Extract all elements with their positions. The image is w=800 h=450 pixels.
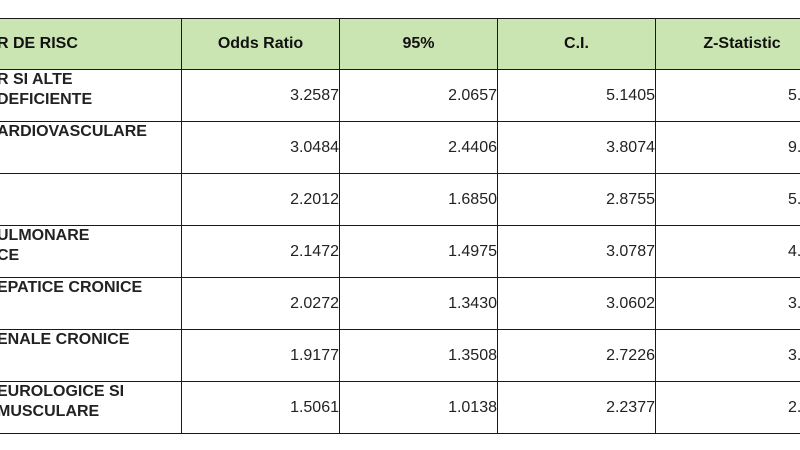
header-odds-ratio: Odds Ratio — [181, 18, 340, 70]
ci-upper-cell: 3.8074 — [497, 121, 656, 174]
header-z-statistic: Z-Statistic — [655, 18, 800, 70]
z-statistic-cell: 4.156 — [655, 225, 800, 278]
risk-factor-cell: ARDIOVASCULARE — [0, 121, 182, 174]
z-statistic-cell: 5.079 — [655, 69, 800, 122]
ci-lower-cell: 2.4406 — [339, 121, 498, 174]
z-statistic-cell: 5.786 — [655, 173, 800, 226]
ci-lower-cell: 1.0138 — [339, 381, 498, 434]
z-statistic-cell: 3.363 — [655, 277, 800, 330]
ci-lower-cell: 1.6850 — [339, 173, 498, 226]
odds-ratio-cell: 1.9177 — [181, 329, 340, 382]
table-row: R SI ALTE DEFICIENTE 3.2587 2.0657 5.140… — [0, 69, 800, 122]
risk-factor-cell: ENALE CRONICE — [0, 329, 182, 382]
risk-factor-cell — [0, 173, 182, 226]
ci-upper-cell: 2.8755 — [497, 173, 656, 226]
header-ci-upper: C.I. — [497, 18, 656, 70]
risk-factor-table: R DE RISC Odds Ratio 95% C.I. Z-Statisti… — [0, 18, 800, 434]
z-statistic-cell: 9.825 — [655, 121, 800, 174]
table-header-row: R DE RISC Odds Ratio 95% C.I. Z-Statisti… — [0, 18, 800, 70]
ci-upper-cell: 5.1405 — [497, 69, 656, 122]
ci-lower-cell: 1.4975 — [339, 225, 498, 278]
risk-factor-cell: ULMONARE CE — [0, 225, 182, 278]
table-row: EUROLOGICE SI MUSCULARE 1.5061 1.0138 2.… — [0, 381, 800, 434]
odds-ratio-cell: 2.0272 — [181, 277, 340, 330]
z-statistic-cell: 2.027 — [655, 381, 800, 434]
table-row: ULMONARE CE 2.1472 1.4975 3.0787 4.156 — [0, 225, 800, 278]
table-row: ARDIOVASCULARE 3.0484 2.4406 3.8074 9.82… — [0, 121, 800, 174]
table-row: EPATICE CRONICE 2.0272 1.3430 3.0602 3.3… — [0, 277, 800, 330]
risk-factor-cell: EPATICE CRONICE — [0, 277, 182, 330]
odds-ratio-cell: 2.1472 — [181, 225, 340, 278]
z-statistic-cell: 3.641 — [655, 329, 800, 382]
odds-ratio-cell: 2.2012 — [181, 173, 340, 226]
ci-lower-cell: 1.3430 — [339, 277, 498, 330]
header-risk-factor: R DE RISC — [0, 18, 182, 70]
ci-upper-cell: 2.2377 — [497, 381, 656, 434]
odds-ratio-cell: 1.5061 — [181, 381, 340, 434]
ci-upper-cell: 2.7226 — [497, 329, 656, 382]
risk-factor-cell: EUROLOGICE SI MUSCULARE — [0, 381, 182, 434]
table-row: ENALE CRONICE 1.9177 1.3508 2.7226 3.641 — [0, 329, 800, 382]
risk-factor-cell: R SI ALTE DEFICIENTE — [0, 69, 182, 122]
odds-ratio-cell: 3.0484 — [181, 121, 340, 174]
ci-upper-cell: 3.0787 — [497, 225, 656, 278]
table-row: 2.2012 1.6850 2.8755 5.786 — [0, 173, 800, 226]
ci-lower-cell: 1.3508 — [339, 329, 498, 382]
ci-upper-cell: 3.0602 — [497, 277, 656, 330]
ci-lower-cell: 2.0657 — [339, 69, 498, 122]
odds-ratio-cell: 3.2587 — [181, 69, 340, 122]
header-ci-lower: 95% — [339, 18, 498, 70]
